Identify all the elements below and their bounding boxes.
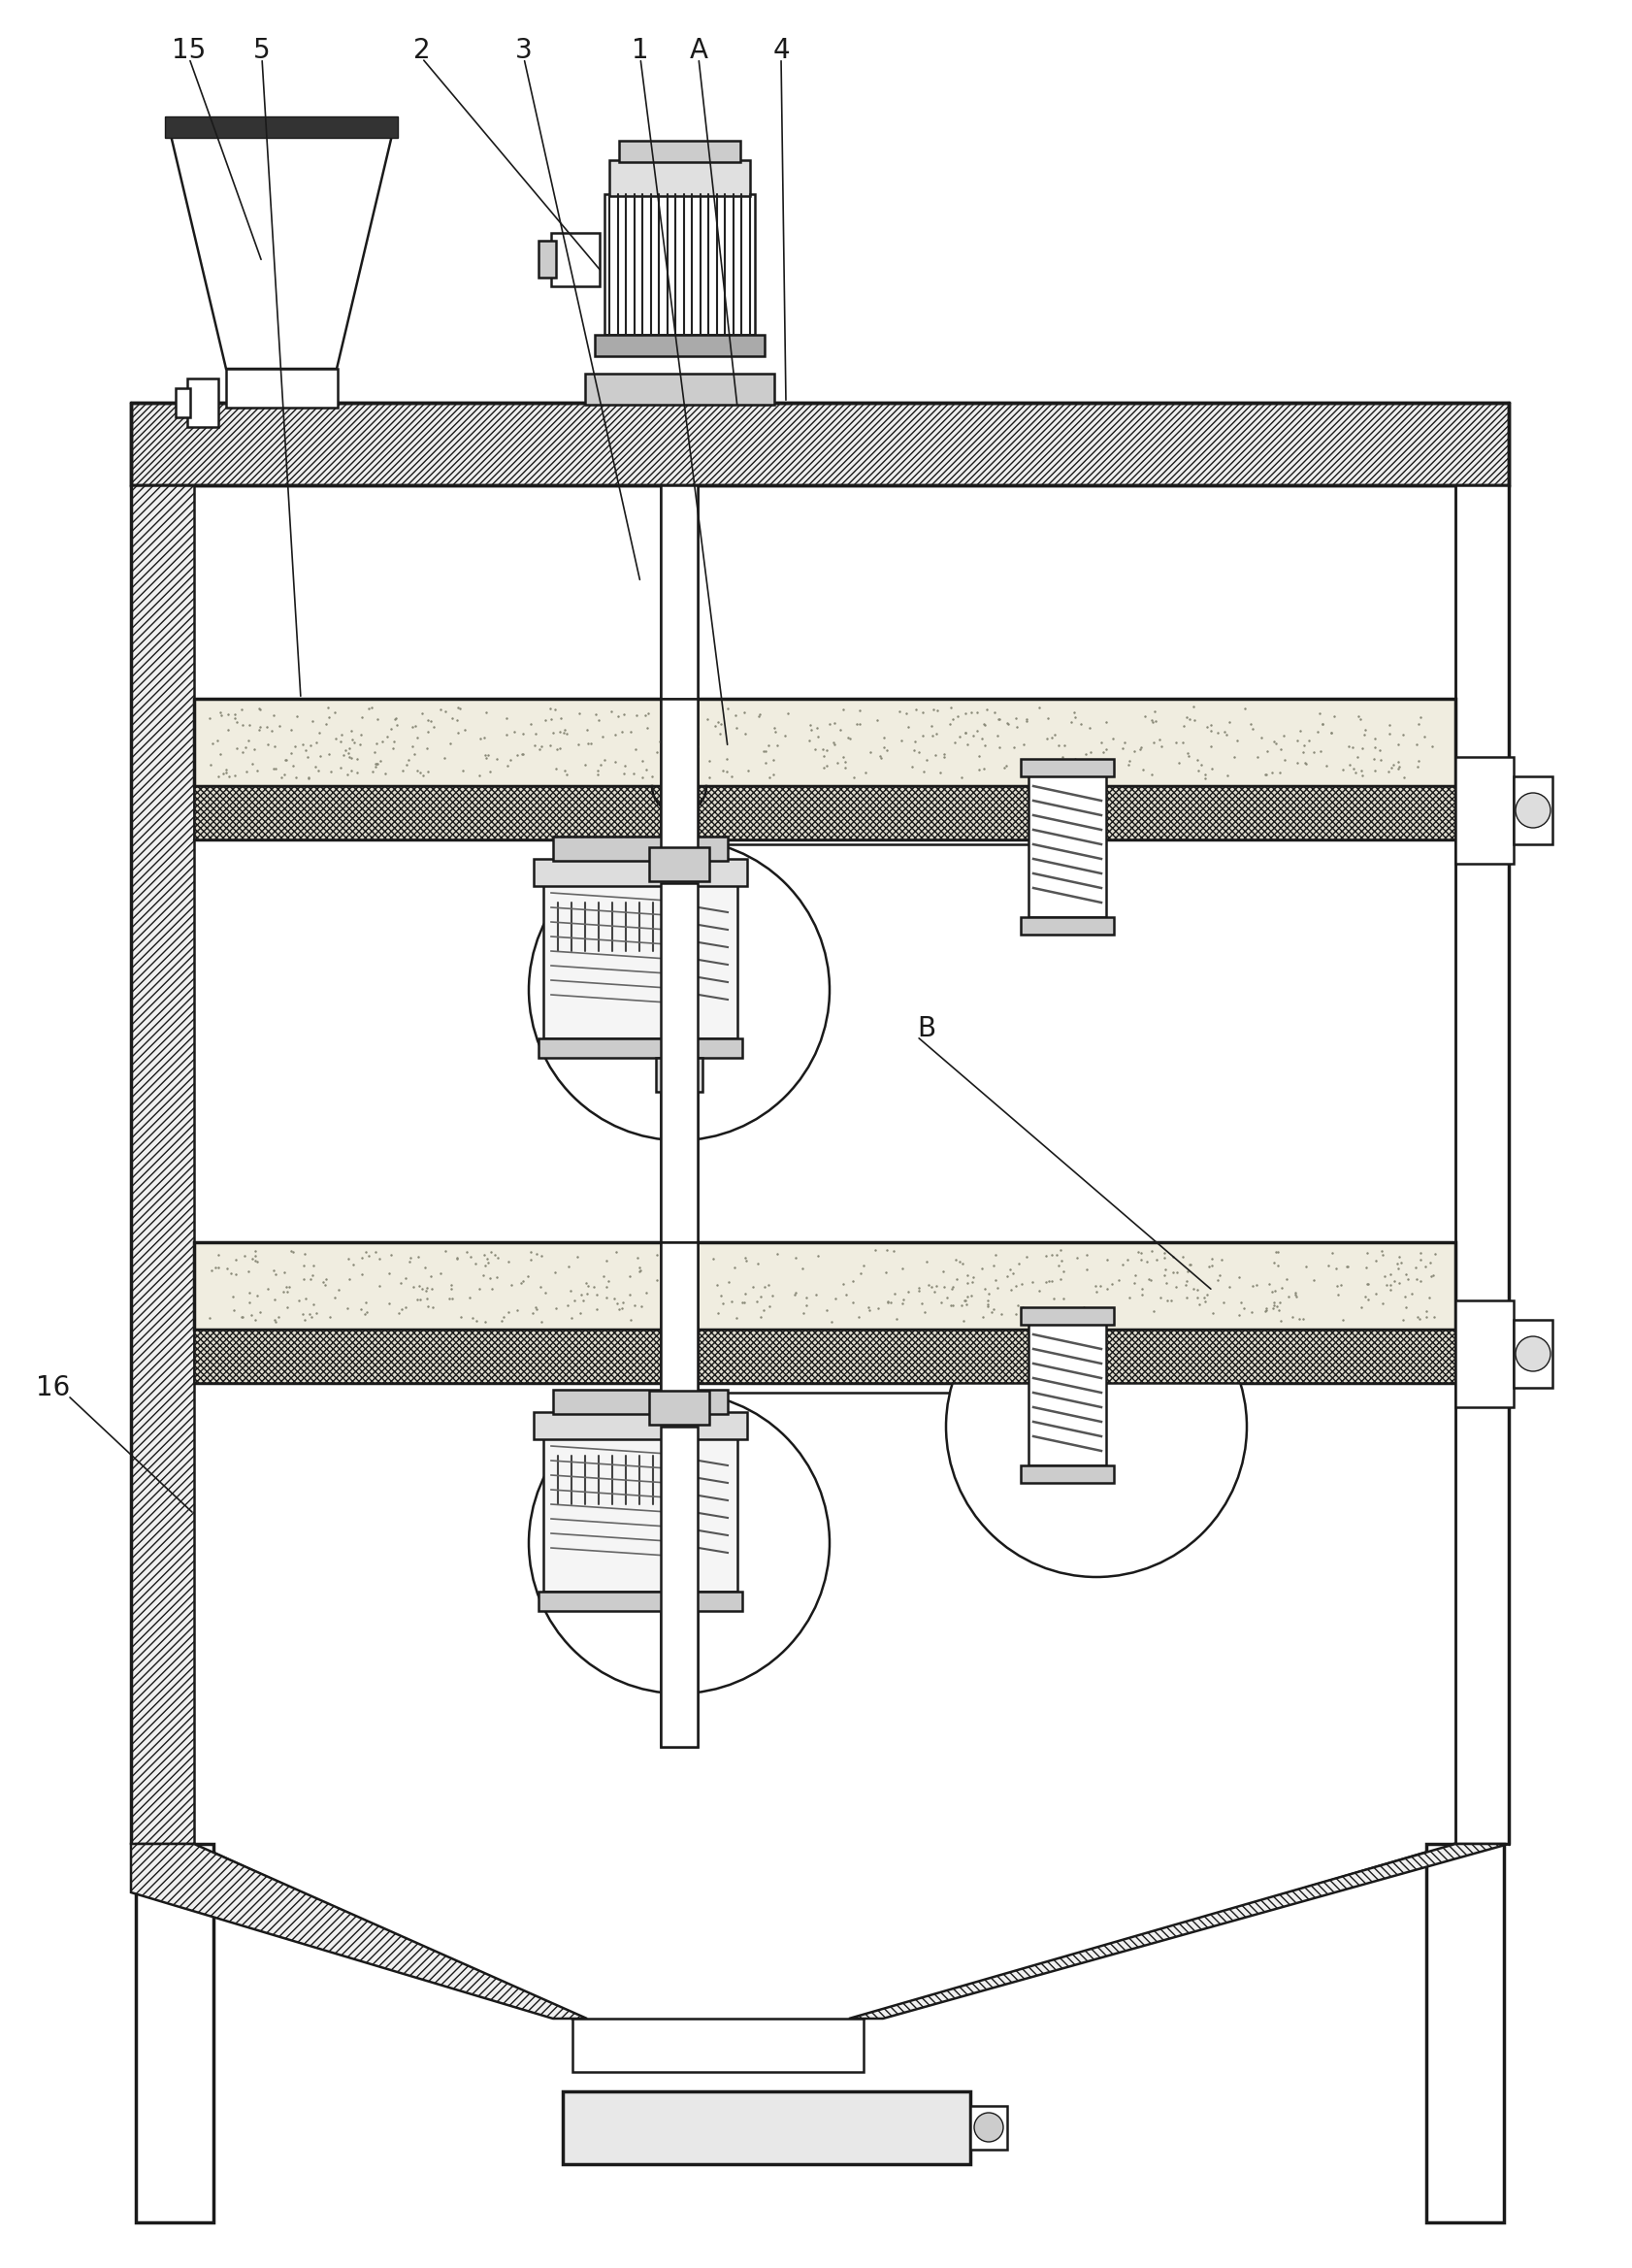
Bar (1020, 916, 1113, 934)
Bar (661, 882, 697, 1243)
Bar (194, 699, 1454, 787)
Bar (1020, 1465, 1113, 1483)
Circle shape (1514, 794, 1549, 828)
Bar (165, 116, 398, 138)
Bar (619, 141, 739, 161)
Text: 2: 2 (413, 36, 431, 64)
Bar (594, 336, 764, 356)
Bar (534, 1413, 747, 1440)
Circle shape (529, 839, 829, 1141)
Bar (661, 1243, 697, 1393)
Bar (1454, 758, 1513, 864)
Bar (553, 1390, 728, 1413)
Bar (543, 1436, 738, 1592)
Bar (661, 1427, 697, 1746)
Bar (1020, 1306, 1113, 1325)
Bar (661, 485, 697, 699)
Bar (225, 370, 338, 408)
Bar (609, 161, 749, 195)
Bar (131, 485, 194, 1844)
Bar (661, 485, 697, 1746)
Bar (539, 240, 555, 277)
Circle shape (529, 1393, 829, 1694)
Bar (194, 1329, 1454, 1383)
Text: 1: 1 (632, 36, 648, 64)
Text: 15: 15 (171, 36, 206, 64)
Circle shape (1514, 1336, 1549, 1372)
Text: 4: 4 (772, 36, 790, 64)
Bar (573, 2019, 863, 2073)
Bar (969, 2107, 1007, 2150)
Text: A: A (689, 36, 707, 64)
Bar (543, 882, 738, 1039)
Bar (563, 2091, 969, 2164)
Bar (1513, 776, 1552, 844)
Bar (194, 787, 1454, 839)
Bar (550, 234, 599, 286)
Text: B: B (917, 1016, 935, 1043)
Bar (131, 404, 1508, 485)
Bar (539, 1039, 743, 1057)
Polygon shape (170, 132, 393, 370)
Bar (194, 485, 1454, 1844)
Bar (1425, 1844, 1503, 2223)
Bar (1513, 1320, 1552, 1388)
Bar (650, 1390, 708, 1424)
Bar (1020, 760, 1113, 776)
Bar (534, 860, 747, 887)
Circle shape (974, 2114, 1002, 2141)
Bar (656, 1057, 702, 1091)
Circle shape (945, 1277, 1247, 1576)
Bar (584, 374, 774, 404)
Text: 16: 16 (36, 1374, 70, 1402)
Bar (1028, 771, 1105, 916)
Bar (539, 1592, 743, 1610)
Bar (176, 388, 189, 417)
Bar (188, 379, 219, 426)
Text: 5: 5 (253, 36, 271, 64)
Bar (1454, 1300, 1513, 1406)
Text: 3: 3 (516, 36, 532, 64)
Bar (1454, 485, 1508, 1844)
Bar (553, 837, 728, 862)
Polygon shape (849, 1844, 1508, 2019)
Bar (604, 195, 754, 336)
Bar (194, 1243, 1454, 1329)
Bar (650, 848, 708, 882)
Bar (1028, 1320, 1105, 1465)
Bar (661, 699, 697, 848)
Bar (135, 1844, 214, 2223)
Polygon shape (131, 1844, 586, 2019)
